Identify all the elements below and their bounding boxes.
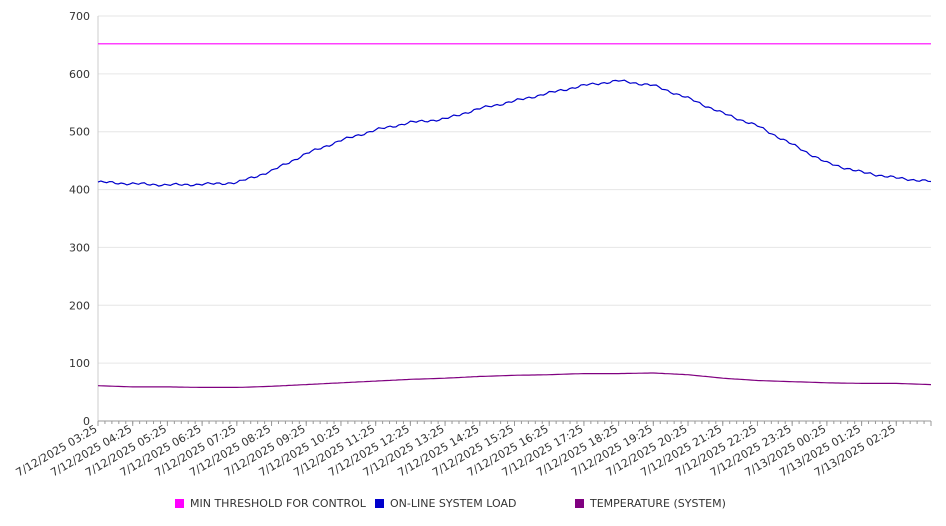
data-point-2-6	[305, 383, 308, 386]
data-point-2-9	[409, 378, 412, 381]
data-point-0-17	[687, 42, 690, 45]
data-point-0-15	[617, 42, 620, 45]
legend-item-threshold[interactable]: MIN THRESHOLD FOR CONTROL	[175, 497, 366, 510]
legend-label-system-load: ON-LINE SYSTEM LOAD	[390, 497, 517, 510]
legend-item-system-load[interactable]: ON-LINE SYSTEM LOAD	[375, 497, 516, 510]
data-point-0-24	[930, 42, 933, 45]
data-point-2-3	[201, 386, 204, 389]
data-point-0-5	[270, 42, 273, 45]
data-point-2-2	[166, 385, 169, 388]
data-point-1-13	[548, 91, 551, 94]
y-tick-label-400: 400	[69, 184, 90, 197]
legend-label-temperature: TEMPERATURE (SYSTEM)	[590, 497, 726, 510]
data-point-1-18	[721, 112, 724, 115]
y-tick-label-600: 600	[69, 68, 90, 81]
data-point-0-22	[860, 42, 863, 45]
data-point-2-13	[548, 373, 551, 376]
data-point-0-9	[409, 42, 412, 45]
data-point-2-17	[687, 373, 690, 376]
y-tick-label-500: 500	[69, 126, 90, 139]
data-point-0-8	[374, 42, 377, 45]
data-point-2-18	[721, 377, 724, 380]
y-tick-label-200: 200	[69, 299, 90, 312]
data-point-0-3	[201, 42, 204, 45]
y-tick-label-0: 0	[83, 415, 90, 428]
data-point-0-18	[721, 42, 724, 45]
data-point-2-7	[339, 381, 342, 384]
data-point-1-22	[860, 171, 863, 174]
y-tick-label-700: 700	[69, 10, 90, 23]
data-point-0-10	[444, 42, 447, 45]
data-point-0-0	[97, 42, 100, 45]
data-point-1-2	[166, 183, 169, 186]
data-point-0-23	[895, 42, 898, 45]
data-point-1-0	[97, 181, 100, 184]
data-point-2-19	[756, 379, 759, 382]
data-point-2-4	[235, 386, 238, 389]
data-point-0-4	[235, 42, 238, 45]
data-point-1-12	[513, 100, 516, 103]
data-point-1-21	[825, 161, 828, 164]
legend-label-threshold: MIN THRESHOLD FOR CONTROL	[190, 497, 366, 510]
data-point-2-5	[270, 385, 273, 388]
data-point-1-19	[756, 124, 759, 127]
legend-swatch-temperature	[575, 499, 584, 508]
data-point-2-21	[825, 381, 828, 384]
legend-swatch-threshold	[175, 499, 184, 508]
data-point-2-23	[895, 382, 898, 385]
data-point-2-10	[444, 377, 447, 380]
data-point-2-8	[374, 380, 377, 383]
data-point-1-11	[478, 107, 481, 110]
data-point-0-7	[339, 42, 342, 45]
data-point-2-16	[652, 371, 655, 374]
data-point-2-0	[97, 384, 100, 387]
data-point-1-20	[791, 143, 794, 146]
data-point-1-6	[305, 152, 308, 155]
data-point-2-1	[131, 385, 134, 388]
data-point-0-12	[513, 42, 516, 45]
series-line-2	[97, 372, 932, 388]
data-point-1-4	[235, 181, 238, 184]
data-point-0-13	[548, 42, 551, 45]
data-point-0-20	[791, 42, 794, 45]
data-point-2-15	[617, 372, 620, 375]
data-point-1-15	[617, 79, 620, 82]
data-point-1-17	[687, 97, 690, 100]
data-point-0-19	[756, 42, 759, 45]
y-tick-label-300: 300	[69, 241, 90, 254]
data-point-2-22	[860, 382, 863, 385]
data-point-1-23	[895, 177, 898, 180]
data-point-1-5	[270, 170, 273, 173]
series-line-1	[97, 79, 932, 187]
data-point-0-11	[478, 42, 481, 45]
data-point-2-12	[513, 374, 516, 377]
legend: MIN THRESHOLD FOR CONTROL ON-LINE SYSTEM…	[0, 497, 946, 515]
data-point-1-10	[444, 117, 447, 120]
data-point-1-3	[201, 183, 204, 186]
data-point-2-20	[791, 380, 794, 383]
data-point-2-14	[582, 372, 585, 375]
data-point-0-21	[825, 42, 828, 45]
data-point-1-16	[652, 84, 655, 87]
data-point-0-14	[582, 42, 585, 45]
data-point-1-9	[409, 121, 412, 124]
data-point-1-1	[131, 182, 134, 185]
data-point-1-14	[582, 84, 585, 87]
legend-swatch-system-load	[375, 499, 384, 508]
data-point-0-6	[305, 42, 308, 45]
data-point-0-16	[652, 42, 655, 45]
data-point-1-8	[374, 128, 377, 131]
data-point-0-1	[131, 42, 134, 45]
data-point-0-2	[166, 42, 169, 45]
data-point-2-24	[930, 383, 933, 386]
data-point-1-7	[339, 139, 342, 142]
y-tick-label-100: 100	[69, 357, 90, 370]
data-point-1-24	[930, 180, 933, 183]
data-point-2-11	[478, 375, 481, 378]
legend-item-temperature[interactable]: TEMPERATURE (SYSTEM)	[575, 497, 726, 510]
